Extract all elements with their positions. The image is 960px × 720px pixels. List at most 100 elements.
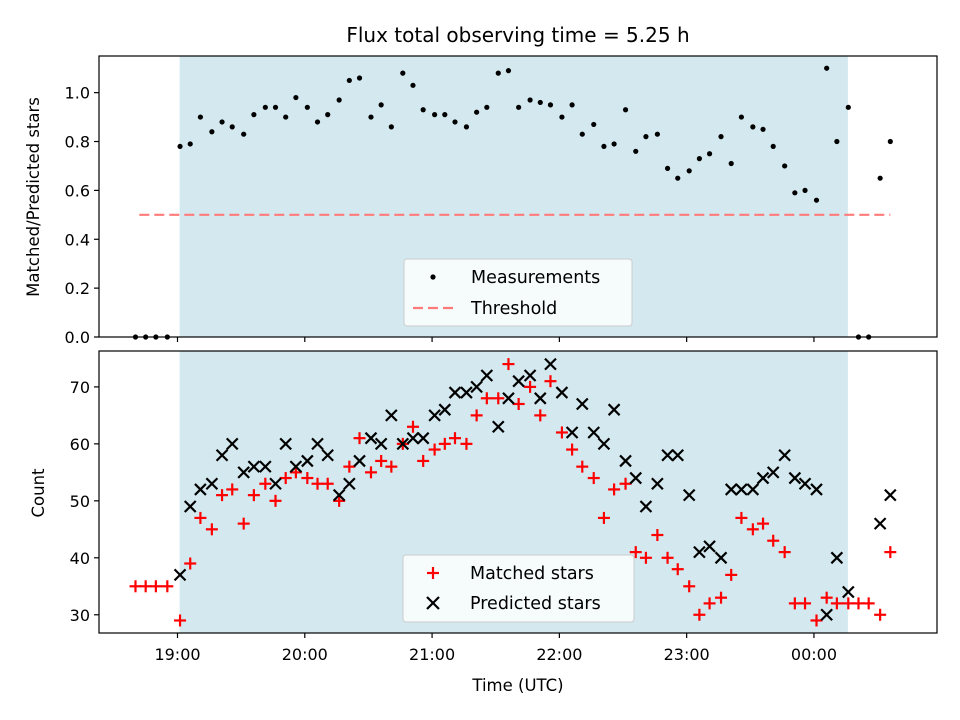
matched-star-point xyxy=(576,460,589,473)
measurement-point xyxy=(845,104,851,110)
matched-star-point xyxy=(566,443,579,456)
measurement-point xyxy=(474,109,480,115)
matched-star-point xyxy=(149,580,162,593)
predicted-star-point xyxy=(448,386,462,399)
measurement-point xyxy=(802,187,808,193)
matched-star-point xyxy=(735,511,748,524)
matched-star-point xyxy=(174,614,187,627)
measurement-point xyxy=(569,102,575,108)
matched-star-point xyxy=(406,420,419,433)
matched-star-point xyxy=(385,460,398,473)
chart-title: Flux total observing time = 5.25 h xyxy=(346,23,689,47)
predicted-star-point xyxy=(587,426,601,439)
matched-star-point xyxy=(438,437,451,450)
predicted-star-point xyxy=(215,448,229,462)
predicted-star-point xyxy=(279,437,292,451)
predicted-star-point xyxy=(671,448,685,462)
predicted-star-point xyxy=(194,483,207,496)
predicted-star-point xyxy=(810,483,823,496)
legend-measurements-label: Measurements xyxy=(471,268,600,288)
predicted-star-point xyxy=(406,431,420,445)
measurement-point xyxy=(760,126,766,132)
legend-measurements-marker xyxy=(430,274,436,280)
predicted-star-point xyxy=(842,585,855,599)
measurement-point xyxy=(591,121,597,128)
predicted-star-point xyxy=(746,483,760,496)
measurement-point xyxy=(877,175,883,181)
legend-matched-marker xyxy=(427,567,439,579)
predicted-star-point xyxy=(651,477,664,491)
predicted-star-point xyxy=(289,460,303,473)
measurement-point xyxy=(824,65,830,71)
measurement-point xyxy=(368,114,374,120)
predicted-star-point xyxy=(555,386,569,399)
measurement-point xyxy=(547,102,554,108)
matched-star-point xyxy=(216,489,229,502)
measurement-point xyxy=(505,68,512,74)
matched-star-point xyxy=(587,472,600,485)
predicted-star-point xyxy=(396,437,410,451)
bottom-y-tick-label: 30 xyxy=(70,606,90,625)
matched-star-point xyxy=(237,517,250,530)
bottom-x-ticks: 19:00 20:00 21:00 22:00 23:00 00:00 xyxy=(154,633,837,664)
legend-predicted-label: Predicted stars xyxy=(470,594,601,614)
matched-star-point xyxy=(301,472,314,485)
matched-star-point xyxy=(799,597,812,610)
measurement-point xyxy=(770,143,776,150)
measurement-point xyxy=(664,165,671,171)
measurement-point xyxy=(706,151,713,157)
top-legend-box xyxy=(403,258,633,327)
predicted-star-point xyxy=(374,437,388,451)
measurement-point xyxy=(346,77,352,84)
matched-star-point xyxy=(830,597,843,610)
matched-star-point xyxy=(715,591,728,604)
matched-star-point xyxy=(129,580,142,593)
matched-star-point xyxy=(619,477,632,490)
measurement-point xyxy=(283,114,289,120)
measurement-point xyxy=(611,141,617,147)
matched-star-point xyxy=(492,392,505,405)
matched-star-point xyxy=(375,454,388,467)
legend-matched-label: Matched stars xyxy=(470,564,594,584)
measurement-point xyxy=(388,124,394,130)
matched-star-point xyxy=(788,597,801,610)
matched-star-point xyxy=(639,551,652,564)
measurement-point xyxy=(675,175,681,181)
measurement-point xyxy=(262,104,268,110)
predicted-star-point xyxy=(343,477,356,491)
matched-star-point xyxy=(555,426,568,439)
predicted-star-point xyxy=(502,392,515,405)
matched-star-point xyxy=(460,437,473,450)
bottom-y-tick-label: 40 xyxy=(70,549,90,568)
top-measurement-points xyxy=(132,65,893,340)
predicted-star-point xyxy=(480,369,494,382)
matched-star-point xyxy=(448,432,461,445)
predicted-star-point xyxy=(766,466,780,479)
measurement-point xyxy=(400,70,406,76)
bottom-y-axis-label: Count xyxy=(29,468,48,518)
bottom-y-ticks: 30 40 50 60 70 xyxy=(70,378,99,625)
measurement-point xyxy=(410,82,416,88)
matched-star-point xyxy=(884,546,897,559)
bottom-x-tick-label: 21:00 xyxy=(409,645,455,664)
x-axis-label: Time (UTC) xyxy=(471,676,563,695)
predicted-star-point xyxy=(607,403,621,416)
measurement-point xyxy=(696,156,702,162)
predicted-star-point xyxy=(735,483,748,496)
measurement-point xyxy=(633,148,639,154)
bottom-x-tick-label: 23:00 xyxy=(664,645,710,664)
matched-star-point xyxy=(534,409,547,422)
bottom-legend-box xyxy=(402,554,635,623)
measurement-point xyxy=(527,97,533,103)
matched-star-point xyxy=(480,392,493,405)
measurement-point xyxy=(177,143,183,150)
predicted-star-point xyxy=(301,454,314,468)
measurement-point xyxy=(293,94,299,101)
matched-star-point xyxy=(353,432,366,445)
top-y-tick-label: 0.4 xyxy=(65,230,90,249)
matched-stars-points xyxy=(129,358,897,627)
predicted-star-point xyxy=(247,460,261,473)
predicted-star-point xyxy=(269,477,282,491)
predicted-star-point xyxy=(756,471,770,485)
measurement-point xyxy=(484,104,490,110)
